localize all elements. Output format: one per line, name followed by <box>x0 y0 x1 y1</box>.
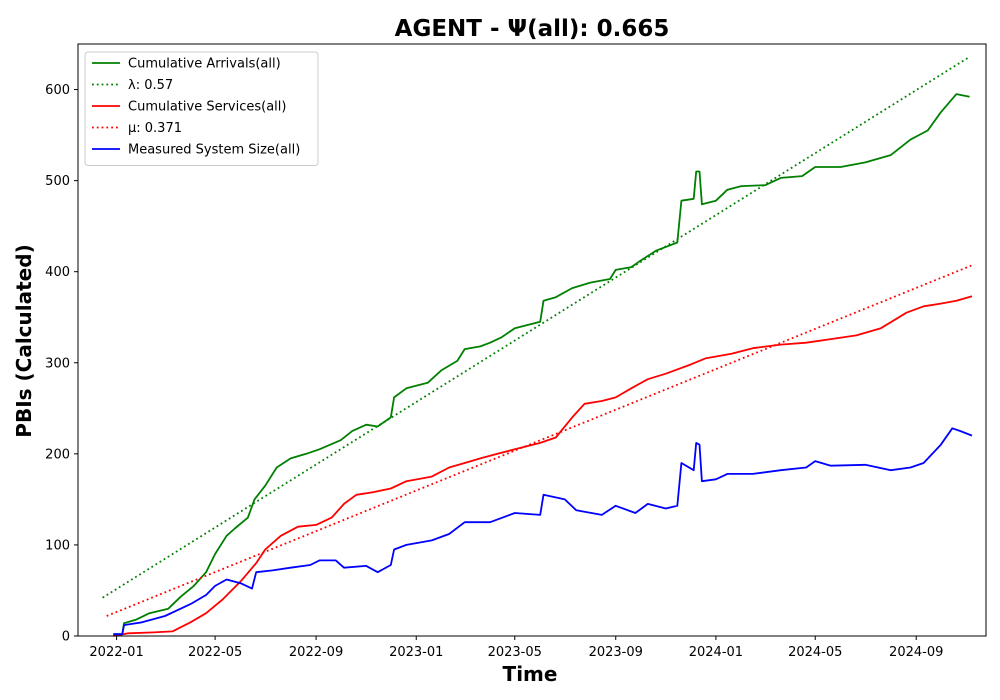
x-tick-label: 2022-09 <box>289 645 343 660</box>
y-tick-label: 600 <box>45 83 70 98</box>
series-line-2 <box>113 295 973 637</box>
series-line-0 <box>113 93 970 636</box>
plot-lines <box>102 56 973 637</box>
x-tick-label: 2022-05 <box>188 645 242 660</box>
legend-label-0: Cumulative Arrivals(all) <box>128 57 281 72</box>
x-tick-label: 2024-05 <box>788 645 842 660</box>
legend-box <box>84 51 319 166</box>
y-tick-label: 300 <box>45 356 70 371</box>
legend-label-2: Cumulative Services(all) <box>128 100 286 115</box>
x-tick-label: 2023-01 <box>389 645 443 660</box>
x-axis-label: Time <box>503 662 558 686</box>
y-tick-label: 200 <box>45 447 70 462</box>
series-line-3 <box>106 264 973 617</box>
x-axis-ticks: 2022-01 2022-05 2022-09 2023-01 2023-05 2023-… <box>89 636 943 660</box>
plot-area-frame <box>77 43 987 637</box>
chart-title: AGENT - Ψ(all): 0.665 <box>395 16 670 42</box>
legend-label-1: λ: 0.57 <box>128 78 173 93</box>
legend: Cumulative Arrivals(all) λ: 0.57 Cumulativ… <box>84 51 319 166</box>
y-tick-label: 500 <box>45 174 70 189</box>
x-tick-label: 2024-09 <box>889 645 943 660</box>
y-tick-label: 100 <box>45 538 70 553</box>
x-tick-label: 2023-09 <box>589 645 643 660</box>
x-tick-label: 2022-01 <box>89 645 143 660</box>
x-tick-label: 2024-01 <box>689 645 743 660</box>
legend-label-3: μ: 0.371 <box>128 121 182 136</box>
y-tick-label: 400 <box>45 265 70 280</box>
legend-label-4: Measured System Size(all) <box>128 143 300 158</box>
y-tick-label: 0 <box>62 630 70 645</box>
y-axis-label: PBIs (Calculated) <box>12 244 36 437</box>
series-line-4 <box>113 427 973 636</box>
x-tick-label: 2023-05 <box>488 645 542 660</box>
y-axis-ticks: 0 100 200 300 400 500 600 <box>45 83 78 645</box>
